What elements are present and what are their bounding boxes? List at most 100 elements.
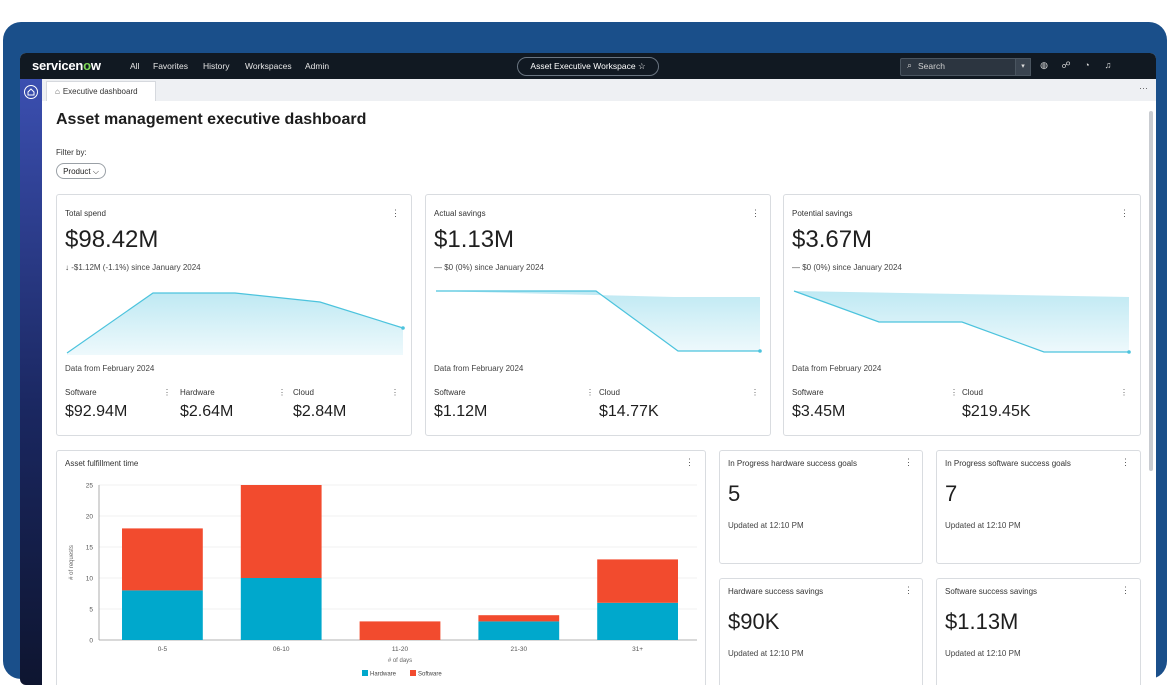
legend-swatch-software xyxy=(410,670,416,676)
nav-admin[interactable]: Admin xyxy=(305,61,330,71)
servicenow-logo[interactable]: servicenow xyxy=(32,58,101,73)
bar-hardware xyxy=(597,602,678,640)
potential-savings-sparkline xyxy=(793,290,1131,354)
sub-metric-software: Software $92.94M xyxy=(65,388,128,420)
sub-metric-cloud: Cloud $2.84M xyxy=(293,388,347,420)
actual-savings-sparkline xyxy=(436,290,762,353)
product-filter-chip[interactable]: Product ⌵ xyxy=(56,163,106,179)
updated-label: Updated at 12:10 PM xyxy=(945,521,1021,530)
search-input[interactable]: ⌕ Search xyxy=(900,58,1028,76)
nav-history[interactable]: History xyxy=(203,61,230,71)
search-icon: ⌕ xyxy=(907,60,913,70)
nav-all[interactable]: All xyxy=(130,61,140,71)
fulfillment-bar-chart: 0 5 10 15 20 25 0-5 06-10 11-20 21-30 31+ # of days… xyxy=(69,483,697,678)
card-title: Actual savings xyxy=(434,209,486,218)
search-scope-dropdown[interactable]: ▾ xyxy=(1015,58,1031,76)
updated-label: Updated at 12:10 PM xyxy=(945,649,1021,658)
nav-workspaces[interactable]: Workspaces xyxy=(245,61,292,71)
workspace-title-pill[interactable]: Asset Executive Workspace ☆ xyxy=(517,57,659,76)
more-options-icon[interactable]: ⋮ xyxy=(904,585,913,595)
x-tick-label: 06-10 xyxy=(273,646,290,653)
sub-metric-hardware: Hardware $2.64M xyxy=(180,388,234,420)
sw-savings-card: Software success savings ⋮ $1.13M Update… xyxy=(936,578,1141,685)
more-options-icon[interactable]: ⋮ xyxy=(391,208,400,218)
sw-goals-card: In Progress software success goals ⋮ 7 U… xyxy=(936,450,1141,564)
card-title: Hardware success savings xyxy=(728,587,824,596)
more-options-icon[interactable]: ⋮ xyxy=(751,208,760,218)
y-axis-title: # of requests xyxy=(69,545,75,580)
card-title: In Progress software success goals xyxy=(945,459,1071,468)
globe-icon[interactable]: ◍ xyxy=(1040,60,1048,70)
more-options-icon[interactable]: ⋮ xyxy=(163,388,171,397)
more-options-icon[interactable]: ⋮ xyxy=(751,388,759,397)
bar-software xyxy=(240,485,322,578)
more-options-icon[interactable]: ⋮ xyxy=(1121,585,1130,595)
y-tick-label: 0 xyxy=(89,638,93,645)
actual-savings-value: $1.13M xyxy=(434,226,515,253)
x-axis-title: # of days xyxy=(388,658,412,664)
total-spend-card: Total spend ⋮ $98.42M ↓ -$1.12M (-1.1%) … xyxy=(56,194,412,436)
tab-executive-dashboard[interactable]: ⌂ Executive dashboard xyxy=(46,81,156,101)
tab-more-icon[interactable]: ⋯ xyxy=(1139,83,1148,93)
total-spend-value: $98.42M xyxy=(65,226,159,253)
bar-software xyxy=(597,559,678,603)
bar-software xyxy=(122,528,203,591)
updated-label: Updated at 12:10 PM xyxy=(728,521,804,530)
y-tick-label: 25 xyxy=(86,483,94,490)
more-options-icon[interactable]: ⋮ xyxy=(1120,208,1129,218)
more-options-icon[interactable]: ⋮ xyxy=(391,388,399,397)
total-spend-delta: ↓ -$1.12M (-1.1%) since January 2024 xyxy=(65,263,201,272)
sw-savings-value: $1.13M xyxy=(945,609,1019,634)
y-tick-label: 5 xyxy=(89,607,93,614)
card-title: In Progress hardware success goals xyxy=(728,459,857,468)
top-navigation: servicenow All Favorites History Workspa… xyxy=(20,53,1156,79)
more-options-icon[interactable]: ⋮ xyxy=(1120,388,1128,397)
updated-label: Updated at 12:10 PM xyxy=(728,649,804,658)
app-screen: servicenow All Favorites History Workspa… xyxy=(20,53,1156,685)
tab-bar: ⌂ Executive dashboard ⋯ xyxy=(42,79,1156,102)
total-spend-sparkline xyxy=(66,292,405,355)
bar-hardware xyxy=(122,590,203,640)
card-title: Total spend xyxy=(65,209,106,218)
potential-savings-delta: — $0 (0%) since January 2024 xyxy=(792,263,902,272)
more-options-icon[interactable]: ⋮ xyxy=(685,457,694,467)
potential-savings-card: Potential savings ⋮ $3.67M — $0 (0%) sin… xyxy=(783,194,1141,436)
sub-metric-cloud: Cloud $219.45K xyxy=(962,388,1031,420)
dashboard-content: Asset management executive dashboard Fil… xyxy=(42,101,1156,685)
nav-favorites[interactable]: Favorites xyxy=(153,61,188,71)
scrollbar[interactable] xyxy=(1149,111,1153,471)
actual-savings-delta: — $0 (0%) since January 2024 xyxy=(434,263,544,272)
bar-hardware xyxy=(240,578,322,640)
hw-goals-value: 5 xyxy=(728,481,741,506)
page-title: Asset management executive dashboard xyxy=(56,111,367,128)
card-title: Software success savings xyxy=(945,587,1038,596)
sw-goals-value: 7 xyxy=(945,481,958,506)
y-tick-label: 15 xyxy=(86,545,94,552)
y-tick-label: 20 xyxy=(86,514,94,521)
home-tab-icon: ⌂ xyxy=(55,87,60,96)
more-options-icon[interactable]: ⋮ xyxy=(586,388,594,397)
filter-label: Filter by: xyxy=(56,148,87,157)
legend-label: Software xyxy=(418,672,442,678)
legend-label: Hardware xyxy=(370,672,397,678)
legend-swatch-hardware xyxy=(362,670,368,676)
hw-goals-card: In Progress hardware success goals ⋮ 5 U… xyxy=(719,450,923,564)
sub-metric-software: Software $1.12M xyxy=(434,388,488,420)
y-tick-label: 10 xyxy=(86,576,94,583)
left-rail xyxy=(20,79,42,685)
more-options-icon[interactable]: ⋮ xyxy=(1121,457,1130,467)
help-icon[interactable]: ◔ xyxy=(1084,60,1090,70)
bar-software xyxy=(359,621,441,640)
home-icon[interactable] xyxy=(24,85,38,99)
x-tick-label: 11-20 xyxy=(392,646,409,653)
asset-fulfillment-card: Asset fulfillment time ⋮ 0 5 10 15 20 25 0-5 06… xyxy=(56,450,706,685)
more-options-icon[interactable]: ⋮ xyxy=(904,457,913,467)
x-tick-label: 21-30 xyxy=(510,646,527,653)
bell-icon[interactable]: ♫ xyxy=(1104,60,1112,70)
more-options-icon[interactable]: ⋮ xyxy=(278,388,286,397)
more-options-icon[interactable]: ⋮ xyxy=(950,388,958,397)
x-tick-label: 31+ xyxy=(632,646,643,653)
chat-icon[interactable]: ☍ xyxy=(1061,60,1071,70)
bar-hardware xyxy=(478,621,560,640)
data-from-label: Data from February 2024 xyxy=(792,364,882,373)
